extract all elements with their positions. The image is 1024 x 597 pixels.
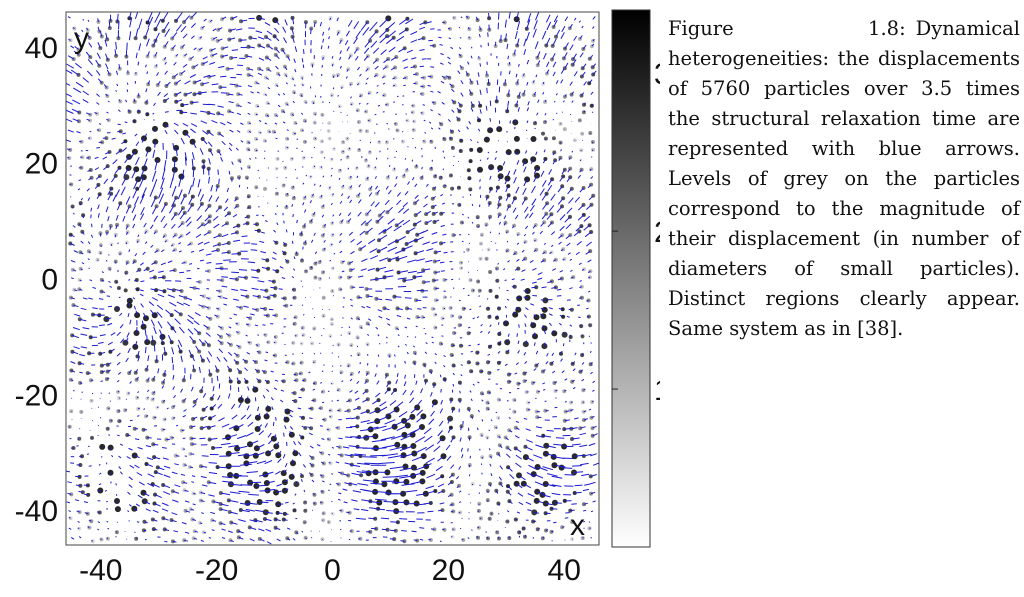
colorbar-tick-label: 1 [654,374,660,407]
plot-area [66,12,599,545]
figure-panel: -40 -20 0 20 40 40 20 0 -20 -40 y x 3 2 1 [15,9,671,587]
caption-text: Dynamical heterogeneities: the displacem… [668,17,1020,340]
colorbar-tick-label: 2 [654,216,660,249]
x-tick-label: -40 [79,554,122,587]
displacement-arrows [66,12,599,545]
y-axis-label: y [74,22,89,55]
figure-caption: Figure 1.8: Dynamical heterogeneities: th… [668,14,1020,344]
x-tick-label: 0 [324,554,341,587]
y-tick-label: -40 [15,495,58,528]
y-tick-label: 20 [25,148,58,181]
colorbar-tick-label: 3 [654,58,660,91]
x-tick-label: -20 [195,554,238,587]
y-tick-labels: 40 20 0 -20 -40 [15,32,58,528]
x-tick-labels: -40 -20 0 20 40 [79,554,581,587]
plot-frame [65,11,600,546]
x-tick-label: 20 [432,554,465,587]
caption-label: Figure 1.8: [668,17,906,40]
y-tick-label: -20 [15,379,58,412]
y-tick-label: 0 [41,264,58,297]
x-tick-label: 40 [548,554,581,587]
displacement-plot: -40 -20 0 20 40 40 20 0 -20 -40 y x 3 2 1 [15,9,671,587]
y-tick-label: 40 [25,32,58,65]
x-axis-label: x [570,509,585,542]
colorbar [611,9,651,548]
